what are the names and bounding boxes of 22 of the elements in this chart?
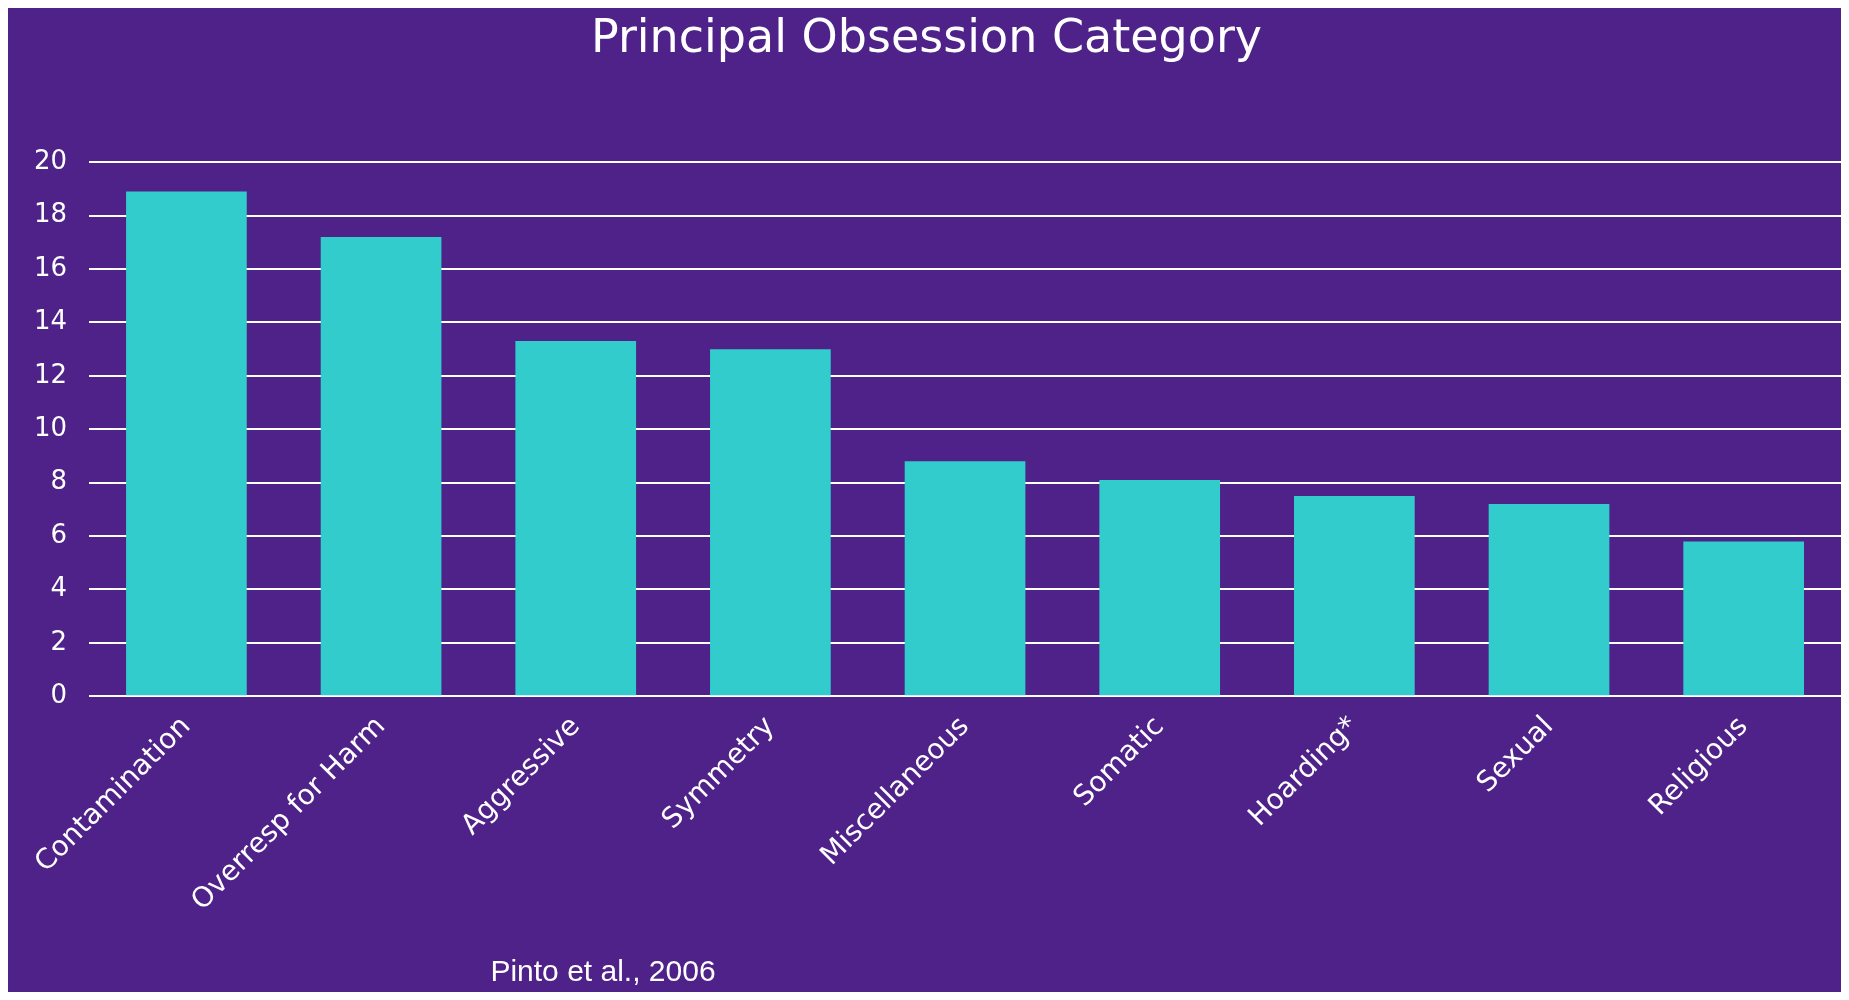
y-tick-label: 12	[33, 358, 68, 389]
text: Pinto et al., 2006	[490, 954, 716, 988]
bar	[515, 341, 637, 696]
chart-title: Principal Obsession Category	[590, 8, 1263, 63]
y-tick-label: 4	[50, 572, 68, 603]
bar	[904, 461, 1026, 696]
y-tick-label: 16	[33, 251, 68, 282]
bar	[1294, 496, 1415, 696]
bar	[320, 236, 442, 696]
y-tick-label: 2	[50, 625, 68, 656]
bar	[1488, 504, 1610, 696]
y-tick-label: 10	[33, 411, 68, 442]
bar	[1683, 541, 1805, 696]
bar	[1099, 479, 1221, 696]
y-tick-label: 6	[50, 518, 68, 549]
bar	[710, 349, 831, 696]
bar	[126, 191, 247, 696]
y-tick-label: 14	[33, 305, 68, 336]
y-tick-label: 18	[33, 198, 68, 229]
y-tick-label: 20	[33, 144, 68, 175]
y-tick-label: 0	[50, 679, 68, 710]
y-tick-label: 8	[50, 465, 68, 496]
